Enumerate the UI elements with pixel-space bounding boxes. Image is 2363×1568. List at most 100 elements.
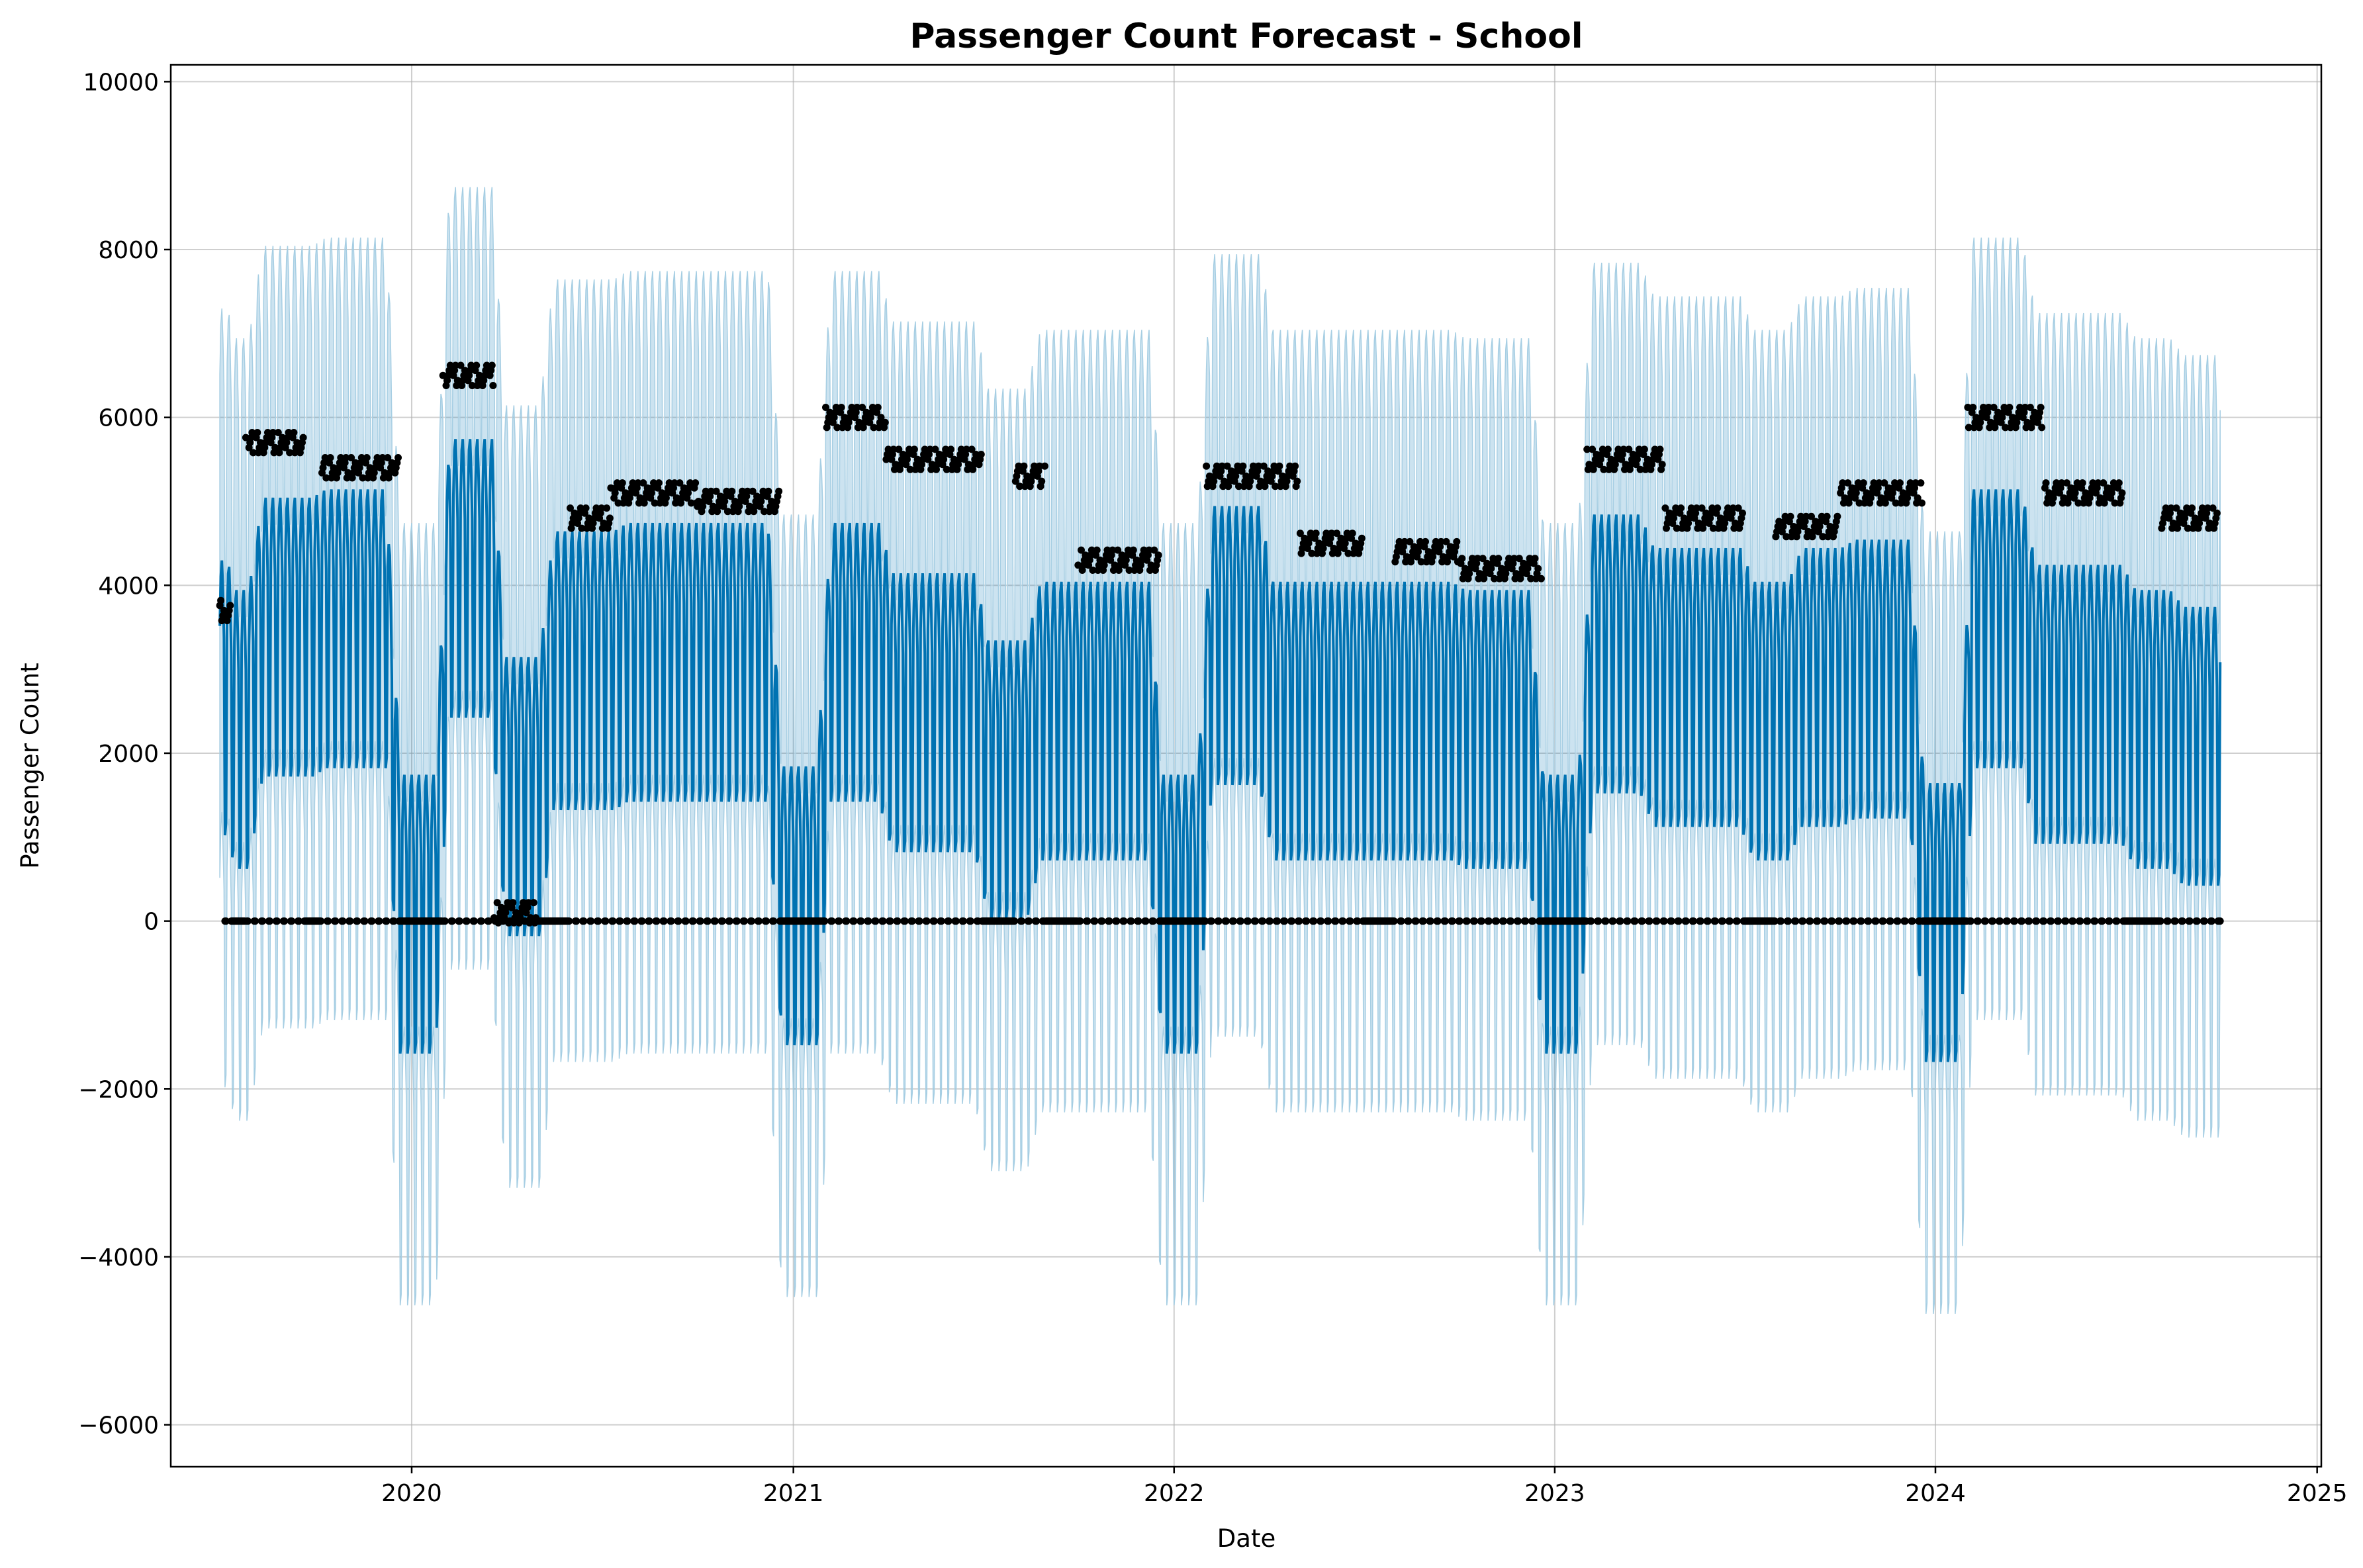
observed-point xyxy=(1303,917,1311,925)
x-tick-label: 2025 xyxy=(2287,1480,2348,1507)
observed-point xyxy=(2023,418,2031,426)
observed-point xyxy=(1848,484,1856,492)
observed-point xyxy=(1914,494,1922,502)
observed-point xyxy=(1145,546,1153,554)
observed-point xyxy=(2026,404,2034,411)
observed-point xyxy=(1332,917,1340,925)
observed-point xyxy=(1537,575,1545,582)
x-tick-label: 2020 xyxy=(381,1480,442,1507)
observed-point xyxy=(271,443,279,451)
observed-point xyxy=(578,524,586,532)
observed-point xyxy=(1529,917,1537,925)
observed-point xyxy=(1041,462,1048,470)
observed-point xyxy=(731,498,739,505)
observed-point xyxy=(493,899,501,907)
observed-point xyxy=(266,917,274,925)
observed-point xyxy=(456,917,463,925)
observed-point xyxy=(2118,489,2126,497)
observed-point xyxy=(1901,917,1909,925)
observed-point xyxy=(1598,445,1606,453)
observed-point xyxy=(509,899,517,907)
observed-point xyxy=(1328,530,1336,537)
observed-point xyxy=(1493,917,1501,925)
observed-point xyxy=(1784,917,1792,925)
observed-point xyxy=(1616,917,1624,925)
observed-point xyxy=(1967,917,1975,925)
observed-point xyxy=(1896,479,1904,487)
observed-point xyxy=(923,917,931,925)
observed-point xyxy=(2115,479,2123,487)
observed-point xyxy=(696,917,704,925)
observed-point xyxy=(1432,537,1440,545)
observed-point xyxy=(1344,549,1352,557)
observed-point xyxy=(930,917,938,925)
observed-point xyxy=(1358,534,1366,542)
observed-point xyxy=(1390,917,1398,925)
observed-point xyxy=(1223,917,1230,925)
observed-point xyxy=(582,504,590,512)
observed-point xyxy=(220,606,228,614)
observed-point xyxy=(1823,512,1831,520)
observed-point xyxy=(2038,424,2046,432)
observed-point xyxy=(1203,462,1211,470)
x-tick-label: 2024 xyxy=(1905,1480,1966,1507)
observed-point xyxy=(1802,512,1810,520)
observed-point xyxy=(1886,917,1894,925)
observed-point xyxy=(1804,528,1812,535)
observed-point xyxy=(665,479,673,487)
observed-point xyxy=(242,434,250,441)
observed-point xyxy=(2184,524,2192,532)
observed-point xyxy=(288,917,296,925)
observed-point xyxy=(565,917,573,925)
observed-point xyxy=(478,917,485,925)
observed-point xyxy=(2104,484,2111,492)
observed-point xyxy=(1673,524,1681,532)
observed-point xyxy=(957,445,965,453)
observed-point xyxy=(692,479,700,487)
observed-point xyxy=(1781,512,1789,520)
observed-point xyxy=(1395,537,1403,545)
observed-point xyxy=(1819,533,1827,541)
observed-point xyxy=(2098,917,2106,925)
observed-point xyxy=(1880,479,1888,487)
observed-point xyxy=(2055,917,2062,925)
observed-point xyxy=(687,499,695,507)
observed-point xyxy=(935,451,943,458)
observed-point xyxy=(614,499,622,507)
observed-point xyxy=(357,454,365,461)
observed-point xyxy=(1833,512,1841,520)
observed-point xyxy=(489,382,497,389)
observed-point xyxy=(1307,530,1315,537)
observed-point xyxy=(2172,504,2180,512)
observed-point xyxy=(1098,917,1106,925)
observed-point xyxy=(441,917,449,925)
observed-point xyxy=(1972,414,1980,422)
observed-point xyxy=(1011,917,1019,925)
observed-point xyxy=(1806,917,1814,925)
observed-point xyxy=(1076,917,1084,925)
observed-point xyxy=(2205,520,2213,527)
observed-point xyxy=(471,917,478,925)
observed-point xyxy=(1520,559,1528,567)
observed-point xyxy=(1636,465,1644,473)
observed-point xyxy=(2084,917,2092,925)
observed-point xyxy=(636,494,644,502)
observed-point xyxy=(895,445,903,453)
observed-point xyxy=(1154,551,1162,559)
observed-point xyxy=(2091,917,2099,925)
observed-point xyxy=(921,445,929,453)
observed-point xyxy=(2025,917,2033,925)
observed-point xyxy=(353,917,361,925)
observed-point xyxy=(1709,524,1717,532)
observed-point xyxy=(1792,917,1800,925)
observed-point xyxy=(746,502,753,510)
observed-point xyxy=(942,445,950,453)
observed-point xyxy=(1835,917,1843,925)
observed-point xyxy=(250,449,257,457)
observed-point xyxy=(1416,537,1424,545)
observed-point xyxy=(1281,917,1289,925)
observed-point xyxy=(467,361,475,369)
observed-point xyxy=(682,917,690,925)
observed-point xyxy=(1587,917,1595,925)
observed-point xyxy=(363,454,371,461)
